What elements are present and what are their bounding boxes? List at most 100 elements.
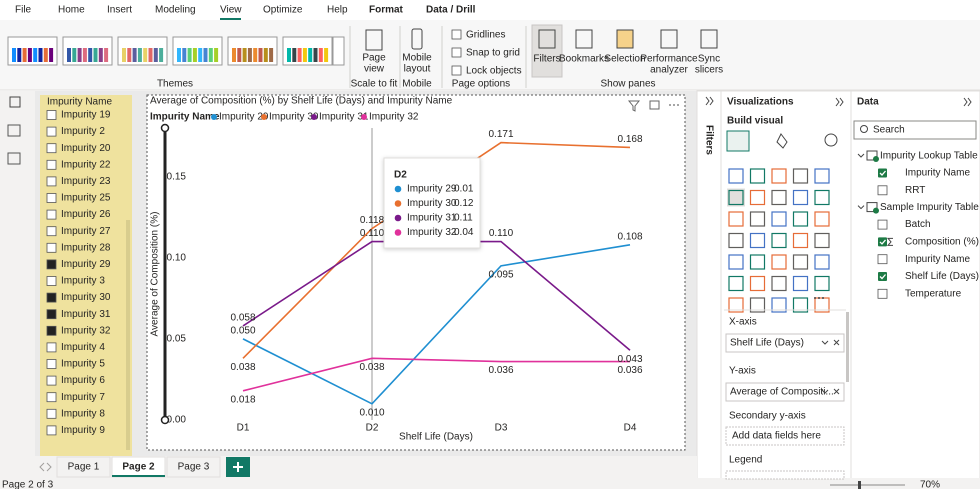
slicer-item[interactable]: Impurity 2: [61, 126, 105, 137]
slicer-checkbox[interactable]: [46, 375, 57, 386]
slicer-checkbox[interactable]: [46, 309, 57, 320]
menu-tab[interactable]: Modeling: [155, 5, 196, 16]
slicer-checkbox[interactable]: [46, 342, 57, 353]
filters-expand[interactable]: [705, 96, 714, 106]
field-well-box[interactable]: [725, 333, 845, 353]
format-visual-tab[interactable]: [776, 133, 788, 149]
analytics-tab[interactable]: [824, 133, 838, 147]
field-name[interactable]: Batch: [905, 219, 931, 230]
theme-dropdown[interactable]: [332, 36, 345, 66]
slicer-checkbox[interactable]: [46, 193, 57, 203]
visual-type-icon[interactable]: [771, 297, 787, 313]
slicer-item[interactable]: Impurity 32: [61, 325, 111, 336]
page-nav[interactable]: [46, 462, 52, 472]
slicer-item[interactable]: Impurity 23: [61, 176, 111, 187]
menu-tab[interactable]: Insert: [107, 5, 132, 16]
pane-collapse[interactable]: [963, 97, 972, 107]
theme-thumbnail[interactable]: [172, 36, 223, 66]
table-name[interactable]: Sample Impurity Table: [880, 202, 979, 213]
page-option-checkbox[interactable]: [451, 65, 462, 76]
slicer-checkbox[interactable]: [46, 143, 57, 154]
menu-tab[interactable]: Help: [327, 5, 348, 16]
page-tab[interactable]: [56, 456, 111, 478]
visual-type-icon[interactable]: [814, 275, 830, 292]
menu-tab[interactable]: File: [15, 5, 32, 16]
visual-type-icon[interactable]: [814, 232, 830, 249]
visual-type-icon[interactable]: [814, 254, 830, 270]
slicer-checkbox[interactable]: [46, 110, 57, 120]
visual-focus-icon[interactable]: [649, 100, 660, 110]
page-tab[interactable]: [166, 456, 221, 478]
field-name[interactable]: Impurity Name: [905, 168, 970, 179]
slicer-item[interactable]: Impurity 29: [61, 259, 111, 270]
ribbon-button-label[interactable]: analyzer: [650, 65, 688, 76]
menu-tab[interactable]: Home: [58, 5, 85, 16]
page-view-icon[interactable]: [365, 29, 383, 51]
field-placeholder[interactable]: Add data fields here: [732, 431, 821, 442]
slicer-item[interactable]: Impurity 4: [61, 342, 105, 353]
visual-type-icon[interactable]: [749, 168, 766, 184]
ribbon-button-label[interactable]: Mobile: [402, 53, 432, 64]
legend-label[interactable]: Impurity 32: [369, 112, 419, 123]
field-well-box[interactable]: [725, 426, 845, 446]
menu-tab[interactable]: Data / Drill: [426, 5, 476, 16]
slicer-checkbox[interactable]: [46, 325, 57, 336]
visual-type-icon[interactable]: [792, 254, 809, 270]
field-checkbox[interactable]: [877, 254, 888, 265]
page-option-label[interactable]: Snap to grid: [466, 48, 520, 59]
visual-type-icon[interactable]: [749, 275, 766, 292]
visual-more-icon[interactable]: [669, 104, 671, 106]
search-placeholder[interactable]: Search: [873, 125, 905, 136]
line-visual[interactable]: [146, 94, 686, 451]
field-checkbox[interactable]: [877, 288, 888, 299]
ribbon-button-label[interactable]: slicers: [695, 65, 723, 76]
table-expand[interactable]: [857, 205, 865, 210]
ribbon-button-label[interactable]: layout: [404, 64, 431, 75]
visual-type-icon[interactable]: [771, 168, 787, 184]
slicer-item[interactable]: Impurity 7: [61, 392, 105, 403]
slicer-checkbox[interactable]: [46, 176, 57, 187]
visual-type-icon[interactable]: [728, 189, 744, 206]
slicer-item[interactable]: Impurity 30: [61, 292, 111, 303]
visual-type-icon[interactable]: [749, 189, 766, 206]
slicer-item[interactable]: Impurity 25: [61, 193, 111, 204]
slicer-checkbox[interactable]: [46, 425, 57, 436]
visual-type-icon[interactable]: [728, 232, 744, 249]
slicer-checkbox[interactable]: [46, 292, 57, 303]
slicer-checkbox[interactable]: [46, 408, 57, 419]
legend-label[interactable]: Impurity 30: [269, 112, 319, 123]
ribbon-button-label[interactable]: Bookmarks: [559, 54, 609, 65]
ribbon-button-label[interactable]: Selection: [604, 54, 645, 65]
theme-thumbnail[interactable]: [282, 36, 333, 66]
slicer-item[interactable]: Impurity 9: [61, 425, 105, 436]
slicer-checkbox[interactable]: [46, 209, 57, 220]
visual-type-icon[interactable]: [792, 211, 809, 227]
slicer-checkbox[interactable]: [46, 392, 57, 403]
pane-icon[interactable]: [538, 29, 556, 49]
slicer-checkbox[interactable]: [46, 359, 57, 369]
more-visuals[interactable]: [814, 297, 816, 299]
page-option-label[interactable]: Lock objects: [466, 66, 522, 77]
visual-type-icon[interactable]: [771, 254, 787, 270]
field-chevron-x[interactable]: [821, 339, 840, 346]
visual-type-icon[interactable]: [792, 168, 809, 184]
filters-pane-label[interactable]: Filters: [703, 125, 714, 155]
field-checkbox[interactable]: [878, 237, 887, 247]
legend-label[interactable]: Impurity 29: [219, 112, 269, 123]
field-name[interactable]: Temperature: [905, 288, 962, 299]
page-tab-label[interactable]: Page 3: [178, 462, 210, 473]
visual-more-icon[interactable]: [673, 104, 675, 106]
visual-more-icon[interactable]: [677, 104, 679, 106]
ribbon-button-label[interactable]: view: [364, 64, 385, 75]
table-view-icon[interactable]: [7, 124, 21, 137]
slicer-checkbox[interactable]: [46, 276, 57, 286]
visual-type-icon[interactable]: [749, 211, 766, 227]
slicer-item[interactable]: Impurity 20: [61, 143, 111, 154]
theme-thumbnail[interactable]: [227, 36, 278, 66]
page-option-checkbox[interactable]: [451, 29, 462, 40]
field-name[interactable]: RRT: [905, 185, 925, 196]
slicer-item[interactable]: Impurity 22: [61, 159, 111, 170]
visual-type-icon[interactable]: [749, 232, 766, 249]
field-pill[interactable]: Shelf Life (Days): [730, 338, 804, 349]
slicer-item[interactable]: Impurity 28: [61, 242, 111, 253]
